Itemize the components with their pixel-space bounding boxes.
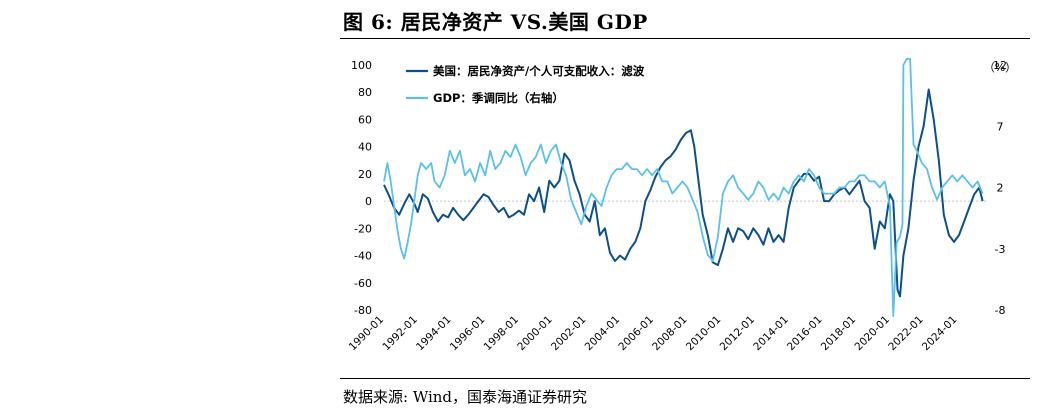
x-tick-label: 2000-01 xyxy=(515,314,555,354)
left-tick-label: -80 xyxy=(354,304,372,317)
right-y-axis: 12 7 2 -3 -8 xyxy=(993,59,1007,317)
right-tick-label: -3 xyxy=(995,243,1006,256)
series-line-1 xyxy=(383,88,984,298)
legend: 美国：居民净资产/个人可支配收入：滤波 GDP：季调同比（右轴） xyxy=(406,64,645,105)
x-tick-label: 1990-01 xyxy=(347,314,387,354)
x-tick-label: 2022-01 xyxy=(886,314,926,354)
right-axis-unit: （%） xyxy=(984,61,1016,74)
right-tick-label: 12 xyxy=(993,59,1007,72)
figure-title: 图 6: 居民净资产 VS.美国 GDP xyxy=(343,10,648,34)
bottom-rule xyxy=(340,378,1030,379)
left-tick-label: -40 xyxy=(354,250,372,263)
left-tick-label: 100 xyxy=(351,59,372,72)
x-tick-label: 2014-01 xyxy=(751,314,791,354)
x-axis: 1990-011992-011994-011996-011998-012000-… xyxy=(347,314,960,354)
x-tick-label: 2020-01 xyxy=(852,314,892,354)
x-tick-label: 1998-01 xyxy=(482,314,522,354)
left-tick-label: 20 xyxy=(358,168,372,181)
legend-label: GDP：季调同比（右轴） xyxy=(433,91,564,105)
x-tick-label: 2016-01 xyxy=(785,314,825,354)
x-tick-label: 2004-01 xyxy=(583,314,623,354)
series-line-2 xyxy=(383,57,984,318)
left-tick-label: 60 xyxy=(358,113,372,126)
left-tick-label: -20 xyxy=(354,222,372,235)
x-tick-label: 1992-01 xyxy=(380,314,420,354)
series-layer xyxy=(383,57,984,318)
left-tick-label: -60 xyxy=(354,277,372,290)
x-tick-label: 2002-01 xyxy=(549,314,589,354)
title-rule xyxy=(340,38,1030,39)
left-tick-label: 80 xyxy=(358,86,372,99)
left-tick-label: 0 xyxy=(365,195,372,208)
line-chart: 100 80 60 40 20 0 -20 -40 -60 -80 12 7 2 -3 -8 （%） 19… xyxy=(347,57,1016,354)
left-tick-label: 40 xyxy=(358,141,372,154)
right-tick-label: 2 xyxy=(997,182,1004,195)
x-tick-label: 2012-01 xyxy=(718,314,758,354)
x-tick-label: 2010-01 xyxy=(684,314,724,354)
right-tick-label: 7 xyxy=(997,120,1004,133)
x-tick-label: 1996-01 xyxy=(448,314,488,354)
x-tick-label: 1994-01 xyxy=(414,314,454,354)
x-tick-label: 2024-01 xyxy=(920,314,960,354)
legend-label: 美国：居民净资产/个人可支配收入：滤波 xyxy=(433,64,645,78)
source-note: 数据来源: Wind，国泰海通证券研究 xyxy=(343,388,588,406)
left-y-axis: 100 80 60 40 20 0 -20 -40 -60 -80 xyxy=(351,59,372,317)
x-tick-label: 2006-01 xyxy=(616,314,656,354)
x-tick-label: 2018-01 xyxy=(819,314,859,354)
right-tick-label: -8 xyxy=(995,304,1006,317)
x-tick-label: 2008-01 xyxy=(650,314,690,354)
